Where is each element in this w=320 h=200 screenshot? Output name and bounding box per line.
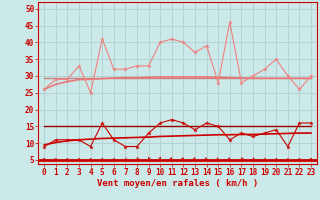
X-axis label: Vent moyen/en rafales ( km/h ): Vent moyen/en rafales ( km/h ) [97, 179, 258, 188]
